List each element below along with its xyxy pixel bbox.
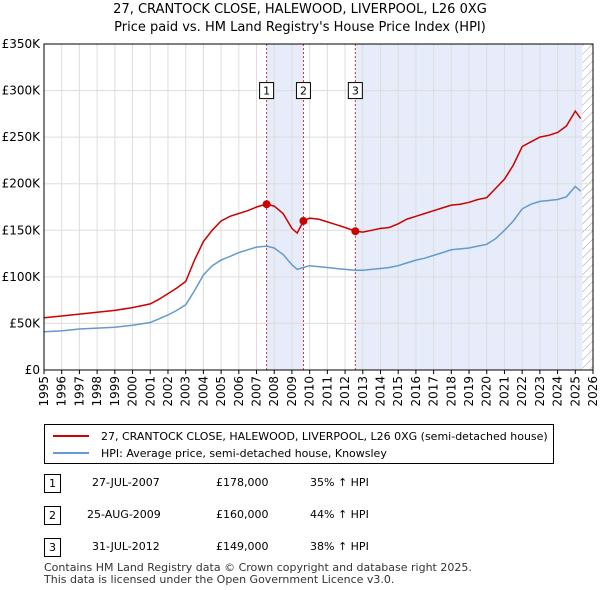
transaction-date: 31-JUL-2012 <box>92 540 160 553</box>
transaction-badge: 2 <box>44 506 61 525</box>
x-tick-label: 2014 <box>373 376 387 407</box>
x-tick-label: 2011 <box>320 376 334 407</box>
price-chart: £0 £50K £100K £150K £200K £250K £300K £350K 1995… <box>2 37 600 407</box>
x-tick-label: 2003 <box>179 376 193 407</box>
transaction-date: 25-AUG-2009 <box>87 508 161 521</box>
transaction-change: 35% ↑ HPI <box>310 476 369 489</box>
y-tick-label: £100K <box>2 270 42 284</box>
x-tick-label: 2001 <box>143 376 157 407</box>
y-tick-label: £200K <box>2 177 42 191</box>
sale-badge <box>259 82 275 100</box>
transaction-change: 38% ↑ HPI <box>310 540 369 553</box>
transaction-change: 44% ↑ HPI <box>310 508 369 521</box>
y-tick-label: £0 <box>25 363 40 377</box>
sale-badge-label: 2 <box>300 85 307 98</box>
x-tick-label: 2016 <box>409 376 423 407</box>
x-tick-label: 2019 <box>462 376 476 407</box>
x-tick-label: 2007 <box>250 376 264 407</box>
x-tick-label: 1998 <box>90 376 104 407</box>
legend-label-property: 27, CRANTOCK CLOSE, HALEWOOD, LIVERPOOL,… <box>101 429 548 443</box>
x-tick-label: 2023 <box>533 376 547 407</box>
legend-label-hpi: HPI: Average price, semi-detached house,… <box>101 446 387 460</box>
x-tick-label: 1996 <box>55 376 69 407</box>
sale-point <box>299 216 308 225</box>
legend-swatch-property <box>53 435 89 437</box>
x-tick-label: 2020 <box>480 376 494 407</box>
sale-point <box>351 227 360 236</box>
x-tick-label: 2015 <box>391 376 405 407</box>
x-tick-label: 1999 <box>108 376 122 407</box>
x-tick-label: 1997 <box>72 376 86 407</box>
x-tick-label: 2013 <box>356 376 370 407</box>
legend-swatch-hpi <box>53 452 89 454</box>
transaction-price: £178,000 <box>216 476 269 489</box>
x-tick-label: 2010 <box>303 376 317 407</box>
x-tick-label: 2005 <box>214 376 228 407</box>
x-tick-label: 2018 <box>444 376 458 407</box>
transaction-badge: 1 <box>44 474 61 493</box>
x-tick-label: 2026 <box>586 376 600 407</box>
legend-item-hpi: HPI: Average price, semi-detached house,… <box>53 445 387 461</box>
y-tick-label: £250K <box>2 130 42 144</box>
footer-licence: This data is licensed under the Open Gov… <box>44 573 395 586</box>
hpi-line <box>43 185 582 333</box>
y-tick-label: £350K <box>2 37 42 51</box>
x-tick-label: 1995 <box>37 376 51 407</box>
legend-item-property: 27, CRANTOCK CLOSE, HALEWOOD, LIVERPOOL,… <box>53 428 548 444</box>
transaction-price: £149,000 <box>216 540 269 553</box>
transaction-price: £160,000 <box>216 508 269 521</box>
sale-point <box>262 200 271 209</box>
y-tick-label: £50K <box>9 316 41 330</box>
x-tick-label: 2012 <box>338 376 352 407</box>
y-tick-label: £300K <box>2 84 42 98</box>
transaction-date: 27-JUL-2007 <box>92 476 160 489</box>
x-tick-label: 2022 <box>515 376 529 407</box>
footer-copyright: Contains HM Land Registry data © Crown c… <box>44 561 472 574</box>
y-tick-label: £150K <box>2 223 42 237</box>
x-tick-label: 2000 <box>126 376 140 407</box>
sale-badge <box>347 82 363 100</box>
sale-badge-label: 3 <box>352 85 359 98</box>
chart-subtitle: Price paid vs. HM Land Registry's House … <box>114 20 486 35</box>
x-tick-label: 2004 <box>196 376 210 407</box>
x-tick-label: 2002 <box>161 376 175 407</box>
property-price-line <box>43 109 582 319</box>
plot-frame <box>43 43 594 371</box>
x-tick-label: 2021 <box>497 376 511 407</box>
x-tick-label: 2025 <box>568 376 582 407</box>
x-tick-label: 2008 <box>267 376 281 407</box>
legend: 27, CRANTOCK CLOSE, HALEWOOD, LIVERPOOL,… <box>44 424 554 464</box>
sale-badge <box>295 82 311 100</box>
x-tick-label: 2009 <box>285 376 299 407</box>
sale-badge-label: 1 <box>263 85 270 98</box>
transaction-badge: 3 <box>44 538 61 557</box>
hatched-region <box>582 44 593 370</box>
x-tick-label: 2006 <box>232 376 246 407</box>
x-tick-label: 2017 <box>427 376 441 407</box>
x-tick-label: 2024 <box>551 376 565 407</box>
chart-title: 27, CRANTOCK CLOSE, HALEWOOD, LIVERPOOL,… <box>113 2 487 17</box>
